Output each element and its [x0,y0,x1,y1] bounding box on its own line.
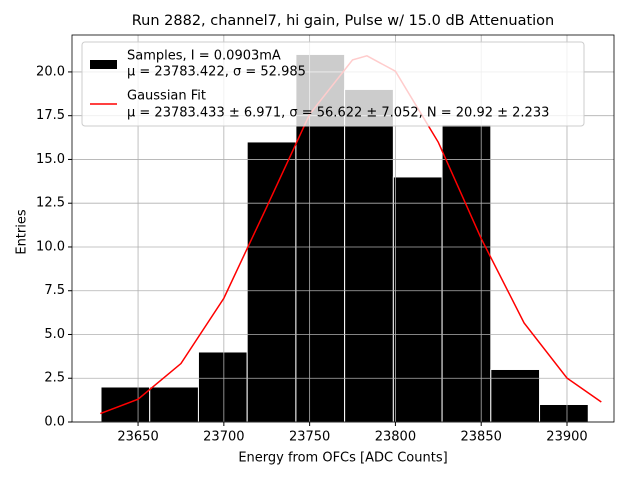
y-tick-label: 17.5 [36,108,65,123]
y-tick-label: 0.0 [44,415,65,430]
y-tick-label: 5.0 [44,327,65,342]
legend-swatch [90,60,117,69]
bar [344,88,394,423]
y-axis-label: Entries [15,209,30,255]
axes-frame [71,34,615,423]
x-tick-label: 23700 [203,430,244,445]
x-tick-label: 23850 [461,430,502,445]
y-tick-label: 10.0 [36,239,65,254]
bar [539,403,589,423]
y-tick-label: 12.5 [36,196,65,211]
x-tick-label: 23650 [117,430,158,445]
bar [490,368,541,423]
x-axis-label: Energy from OFCs [ADC Counts] [238,451,447,466]
legend-label: Gaussian Fit [127,89,206,104]
x-tick-label: 23800 [375,430,416,445]
bar [149,386,199,423]
x-tick-label: 23900 [546,430,587,445]
bar [392,176,443,423]
y-tick-label: 20.0 [36,64,65,79]
y-tick-label: 15.0 [36,152,65,167]
bar [197,351,248,423]
legend-label: μ = 23783.422, σ = 52.985 [127,65,306,80]
chart-title: Run 2882, channel7, hi gain, Pulse w/ 15… [132,13,555,29]
legend-label: Samples, I = 0.0903mA [127,49,281,64]
y-tick-label: 7.5 [44,283,65,298]
legend-label: μ = 23783.433 ± 6.971, σ = 56.622 ± 7.05… [127,106,549,121]
legend-box [81,41,585,127]
bar [246,141,297,423]
y-tick-label: 2.5 [44,371,65,386]
bar [441,123,492,423]
x-tick-label: 23750 [289,430,330,445]
